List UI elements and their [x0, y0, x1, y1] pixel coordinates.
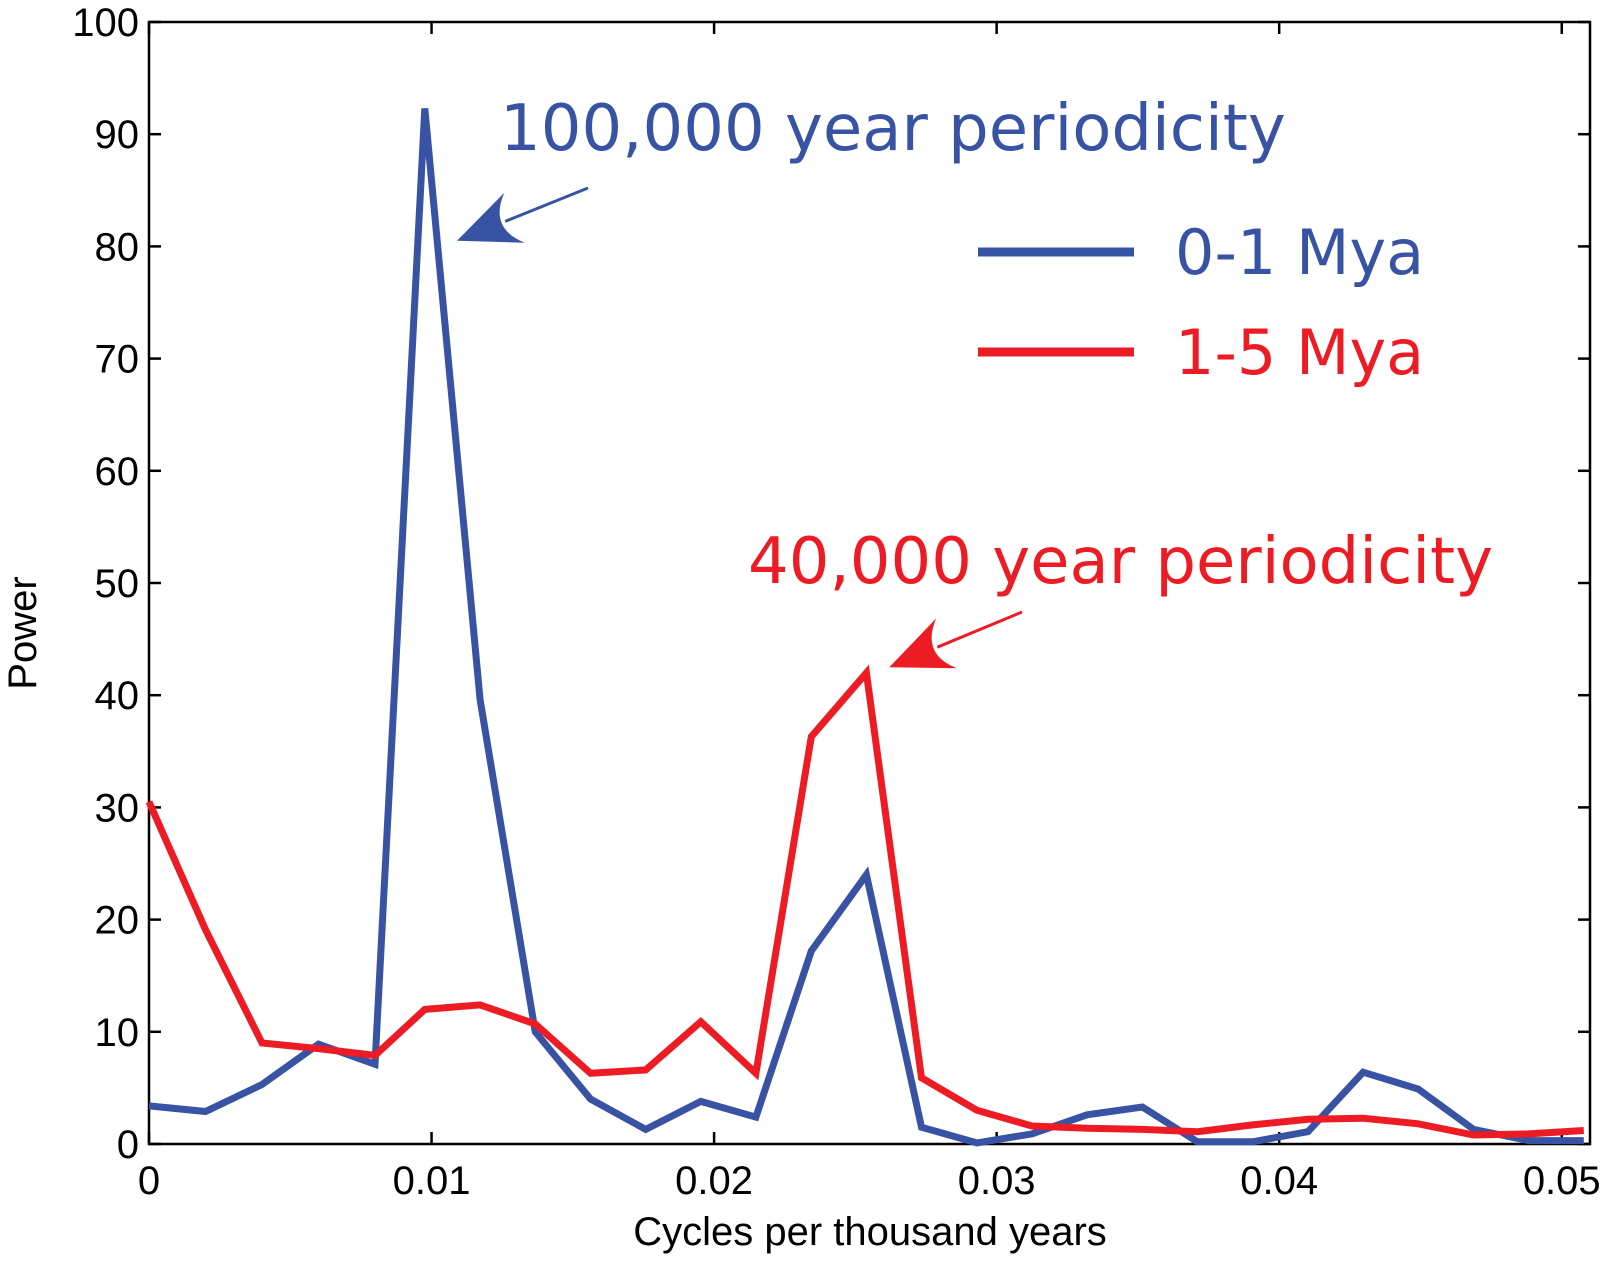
- y-axis-title: Power: [1, 576, 45, 689]
- plot-area: [147, 20, 1592, 1146]
- y-tick-label: 10: [95, 1011, 140, 1055]
- x-axis: 0 0.01 0.02 0.03 0.04 0.05: [138, 22, 1601, 1203]
- x-tick-label: 0.02: [675, 1159, 753, 1203]
- y-tick-label: 20: [95, 899, 140, 943]
- legend-label-1: 1-5 Mya: [1175, 316, 1424, 389]
- y-tick-label: 30: [95, 786, 140, 830]
- annotation-arrow-shaft-0: [504, 186, 589, 223]
- annotation-arrow-head-0: [457, 192, 525, 243]
- x-tick-label: 0.05: [1523, 1159, 1601, 1203]
- annotations: 100,000 year periodicity 40,000 year peri…: [457, 92, 1493, 669]
- x-tick-label: 0: [138, 1159, 160, 1203]
- annotation-text-1: 40,000 year periodicity: [748, 525, 1493, 599]
- x-tick-label: 0.04: [1240, 1159, 1318, 1203]
- x-tick-label: 0.03: [958, 1159, 1036, 1203]
- y-tick-label: 0: [117, 1123, 139, 1167]
- y-tick-label: 80: [95, 225, 140, 269]
- series-line-0: [148, 108, 1584, 1147]
- series-line-1: [145, 664, 1585, 1139]
- legend: 0-1 Mya 1-5 Mya: [978, 216, 1424, 389]
- y-tick-label: 90: [95, 113, 140, 157]
- y-tick-label: 50: [95, 562, 140, 606]
- annotation-arrow-shaft-1: [936, 610, 1023, 649]
- annotation-arrow-head-1: [889, 618, 957, 669]
- x-axis-title: Cycles per thousand years: [633, 1210, 1107, 1254]
- legend-label-0: 0-1 Mya: [1175, 216, 1424, 289]
- y-axis: 0 10 20 30 40 50 60 70 80 90 100: [72, 1, 1590, 1167]
- x-tick-label: 0.01: [393, 1159, 471, 1203]
- series-lines: [145, 108, 1585, 1147]
- y-tick-label: 40: [95, 674, 140, 718]
- y-tick-label: 70: [95, 338, 140, 382]
- annotation-text-0: 100,000 year periodicity: [500, 92, 1286, 166]
- y-tick-label: 100: [72, 1, 139, 45]
- y-tick-label: 60: [95, 450, 140, 494]
